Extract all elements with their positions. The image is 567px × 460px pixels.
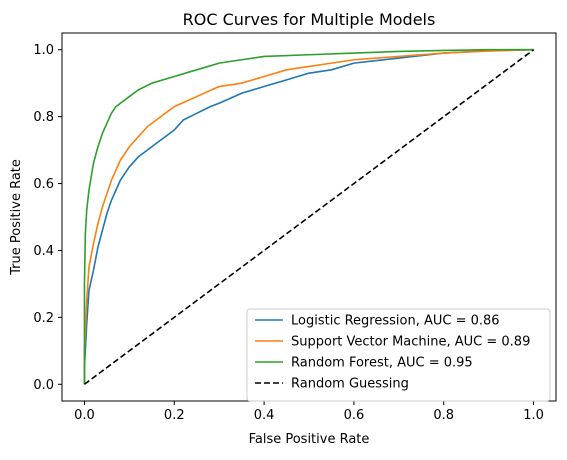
y-tick-label: 0.2	[33, 311, 54, 326]
y-tick-label: 0.0	[33, 378, 54, 393]
legend-label-3: Random Guessing	[291, 377, 409, 392]
x-tick-label: 0.8	[433, 408, 454, 423]
chart-title: ROC Curves for Multiple Models	[183, 10, 436, 29]
y-tick-label: 0.6	[33, 177, 54, 192]
legend: Logistic Regression, AUC = 0.86 Support V…	[246, 308, 551, 402]
series-layer	[83, 48, 535, 385]
x-tick-label: 0.6	[344, 408, 365, 423]
y-tick-label: 1.0	[33, 43, 54, 58]
x-tick-label: 0.0	[74, 408, 95, 423]
series-line-0	[83, 48, 534, 385]
x-axis-label: False Positive Rate	[249, 432, 370, 447]
x-axis-ticks: 0.0 0.2 0.4 0.6 0.8 1.0	[74, 401, 544, 423]
legend-label-0: Logistic Regression, AUC = 0.86	[291, 314, 500, 329]
x-tick-label: 1.0	[523, 408, 544, 423]
series-line-3	[83, 49, 535, 385]
legend-label-2: Random Forest, AUC = 0.95	[291, 356, 473, 371]
y-tick-label: 0.8	[33, 110, 54, 125]
x-tick-label: 0.2	[164, 408, 185, 423]
y-tick-label: 0.4	[33, 244, 54, 259]
y-axis-label: True Positive Rate	[9, 159, 24, 276]
series-line-2	[83, 48, 534, 385]
x-tick-label: 0.4	[254, 408, 275, 423]
series-line-1	[83, 48, 534, 385]
legend-label-1: Support Vector Machine, AUC = 0.89	[291, 335, 530, 350]
y-axis-ticks: 0.0 0.2 0.4 0.6 0.8 1.0	[33, 43, 62, 393]
legend-box	[246, 308, 551, 402]
